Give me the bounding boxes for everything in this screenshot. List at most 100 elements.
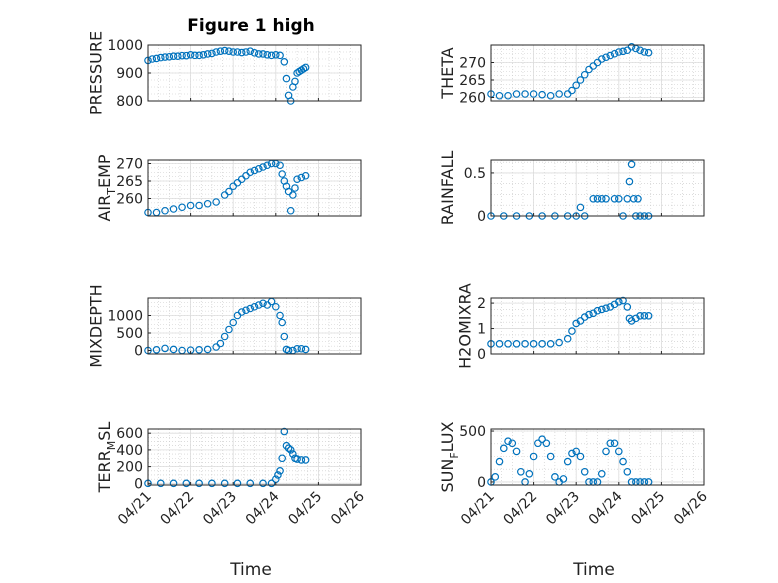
data-point xyxy=(212,198,220,206)
data-point xyxy=(212,48,220,56)
data-point xyxy=(254,301,263,309)
data-point xyxy=(644,312,653,320)
data-point xyxy=(278,170,286,178)
y-tick-label: 0.5 xyxy=(464,166,486,182)
data-point xyxy=(276,161,284,170)
data-point xyxy=(504,340,512,348)
data-point xyxy=(529,452,538,461)
x-tick-label: 04/22 xyxy=(158,489,198,529)
data-point xyxy=(521,90,529,98)
data-point xyxy=(593,306,602,315)
data-point xyxy=(301,345,310,354)
data-point xyxy=(242,306,250,315)
data-point xyxy=(229,318,238,327)
data-point xyxy=(512,90,521,98)
data-point xyxy=(572,447,581,456)
data-point xyxy=(555,90,563,98)
data-point xyxy=(563,457,572,466)
data-point xyxy=(640,312,649,320)
data-point xyxy=(512,447,521,456)
y-tick-label: 0 xyxy=(477,475,486,491)
data-point xyxy=(195,345,203,354)
data-point xyxy=(606,51,615,60)
data-point xyxy=(242,48,250,56)
data-point xyxy=(572,81,581,90)
data-point xyxy=(546,452,555,461)
data-point xyxy=(195,201,203,210)
y-tick-label: 260 xyxy=(459,91,486,107)
y-tick-label: 200 xyxy=(116,460,143,476)
data-point xyxy=(203,199,212,208)
data-point xyxy=(636,312,644,320)
data-point xyxy=(538,435,546,443)
data-point xyxy=(278,318,286,327)
y-tick-label: 1000 xyxy=(107,309,143,325)
data-point xyxy=(593,194,602,203)
data-point xyxy=(555,338,563,347)
x-tick-label: 04/23 xyxy=(200,489,240,529)
data-point xyxy=(220,46,229,55)
data-point xyxy=(619,457,627,466)
data-point xyxy=(274,471,282,479)
data-point xyxy=(233,479,242,488)
data-point xyxy=(602,194,610,203)
data-point xyxy=(233,48,242,56)
data-point xyxy=(576,317,585,325)
data-point xyxy=(538,340,546,348)
subplot-rainfall: 0 0.5 RAINFALL xyxy=(438,151,705,225)
data-point xyxy=(267,479,276,488)
axes-box xyxy=(490,297,705,355)
data-point xyxy=(499,444,508,453)
y-axis-label: TERRMSL xyxy=(95,422,118,494)
data-point xyxy=(614,447,623,456)
data-point xyxy=(512,340,521,348)
subplot-sun-flux: 0 500 04/21 04/22 04/23 04/24 04/25 04/26 SUNFLU… xyxy=(438,421,711,528)
x-tick-label: 04/23 xyxy=(543,489,583,529)
data-point xyxy=(259,50,267,58)
data-point xyxy=(271,302,280,311)
axes-box xyxy=(147,428,362,486)
data-point xyxy=(610,439,619,448)
data-point xyxy=(259,479,267,488)
data-point xyxy=(614,298,623,306)
y-tick-label: 1 xyxy=(477,322,486,338)
data-point xyxy=(602,53,610,62)
data-point xyxy=(495,457,504,466)
data-point xyxy=(521,340,529,348)
data-point xyxy=(602,304,610,312)
data-point xyxy=(289,450,297,458)
data-point xyxy=(259,299,267,308)
x-tick-label: 04/22 xyxy=(501,489,541,529)
data-point xyxy=(182,479,191,488)
data-point xyxy=(568,449,576,458)
data-point xyxy=(276,51,284,60)
data-point xyxy=(237,308,246,316)
data-point xyxy=(246,47,255,55)
data-point xyxy=(237,48,246,57)
data-point xyxy=(627,160,636,169)
axes-box xyxy=(147,297,362,355)
data-point xyxy=(208,479,216,488)
y-axis-label: AIRTEMP xyxy=(95,154,118,221)
data-point xyxy=(634,194,642,203)
data-point xyxy=(246,304,255,313)
data-point xyxy=(619,296,627,305)
data-point xyxy=(614,48,623,56)
data-point xyxy=(610,49,619,58)
data-point xyxy=(568,327,576,335)
data-point xyxy=(614,194,623,203)
data-point xyxy=(585,310,593,319)
data-point xyxy=(169,345,178,354)
data-point xyxy=(576,452,585,461)
y-axis-label: H2OMIXRA xyxy=(455,283,474,369)
data-point xyxy=(263,50,272,59)
data-point xyxy=(276,311,284,320)
data-point xyxy=(538,90,546,99)
data-point xyxy=(220,332,229,341)
y-tick-label: 265 xyxy=(459,73,486,89)
data-point xyxy=(301,456,310,464)
data-point xyxy=(551,473,559,481)
